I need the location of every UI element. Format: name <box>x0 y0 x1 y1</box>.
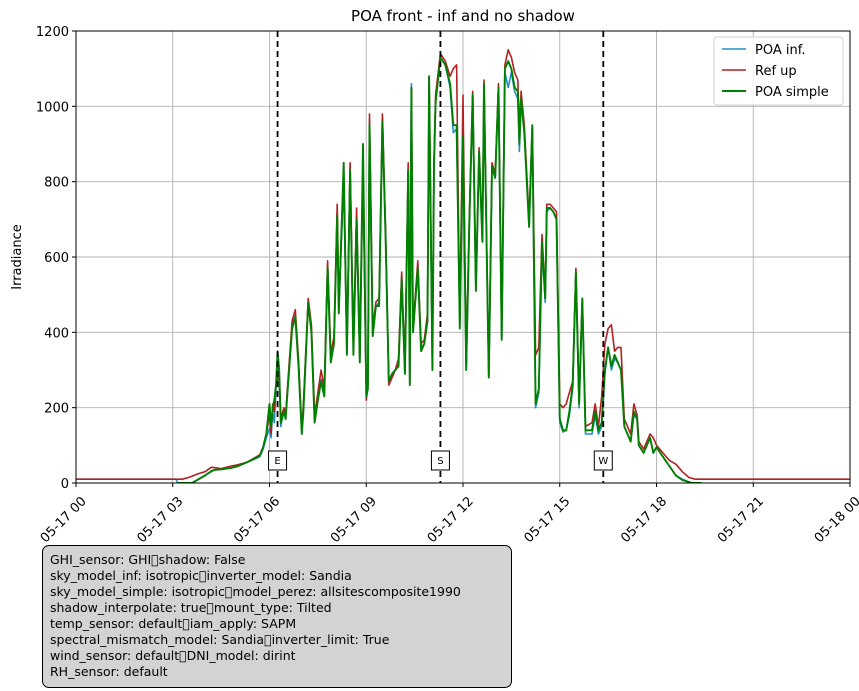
marker-label-E: E <box>274 456 280 467</box>
series-line-poa-inf- <box>76 56 702 483</box>
x-tick-label: 05-17 15 <box>522 494 574 545</box>
legend-label: Ref up <box>755 64 797 79</box>
x-tick-label: 05-17 12 <box>425 494 477 545</box>
y-tick-label: 400 <box>44 326 69 341</box>
marker-label-W: W <box>598 456 608 467</box>
series-line-poa-simple <box>177 56 702 483</box>
x-tick-label: 05-17 09 <box>328 494 380 545</box>
marker-box-W <box>593 450 613 471</box>
y-tick-label: 800 <box>44 176 69 191</box>
y-axis-label: Irradiance <box>10 224 25 289</box>
legend-label: POA inf. <box>755 43 805 58</box>
info-line: shadow_interpolate: true mount_type: Til… <box>50 600 332 615</box>
legend-box <box>713 36 844 106</box>
info-line: GHI_sensor: GHI shadow: False <box>50 552 246 567</box>
y-tick-label: 1000 <box>36 100 69 115</box>
x-tick-label: 05-17 18 <box>618 494 670 545</box>
legend-label: POA simple <box>755 85 829 100</box>
y-tick-label: 1200 <box>36 25 69 40</box>
info-line: RH_sensor: default <box>50 664 168 679</box>
x-tick-label: 05-17 06 <box>231 494 283 545</box>
legend: POA inf. Ref up POA simple <box>713 36 844 106</box>
y-tick-label: 0 <box>61 477 69 492</box>
x-tick-label: 05-17 21 <box>715 494 767 545</box>
y-tick-label: 600 <box>44 251 69 266</box>
info-line: sky_model_simple: isotropic model_perez:… <box>50 584 461 599</box>
marker-label-S: S <box>437 456 443 467</box>
info-line: spectral_mismatch_model: Sandia inverter… <box>50 632 390 647</box>
x-tick-label: 05-18 00 <box>812 494 859 545</box>
x-tick-label: 05-17 00 <box>38 494 90 545</box>
info-box: GHI_sensor: GHI shadow: False sky_model_… <box>42 545 512 688</box>
chart-title: POA front - inf and no shadow <box>351 7 575 25</box>
marker-box-S <box>430 450 450 471</box>
marker-box-E <box>268 450 288 471</box>
x-tick-label: 05-17 03 <box>135 494 187 545</box>
y-tick-label: 200 <box>44 402 69 417</box>
info-line: wind_sensor: default DNI_model: dirint <box>50 648 296 663</box>
poa-chart: POA front - inf and no shadow Irradiance… <box>10 7 859 545</box>
info-line: sky_model_inf: isotropic inverter_model:… <box>50 568 352 583</box>
info-line: temp_sensor: default iam_apply: SAPM <box>50 616 297 631</box>
